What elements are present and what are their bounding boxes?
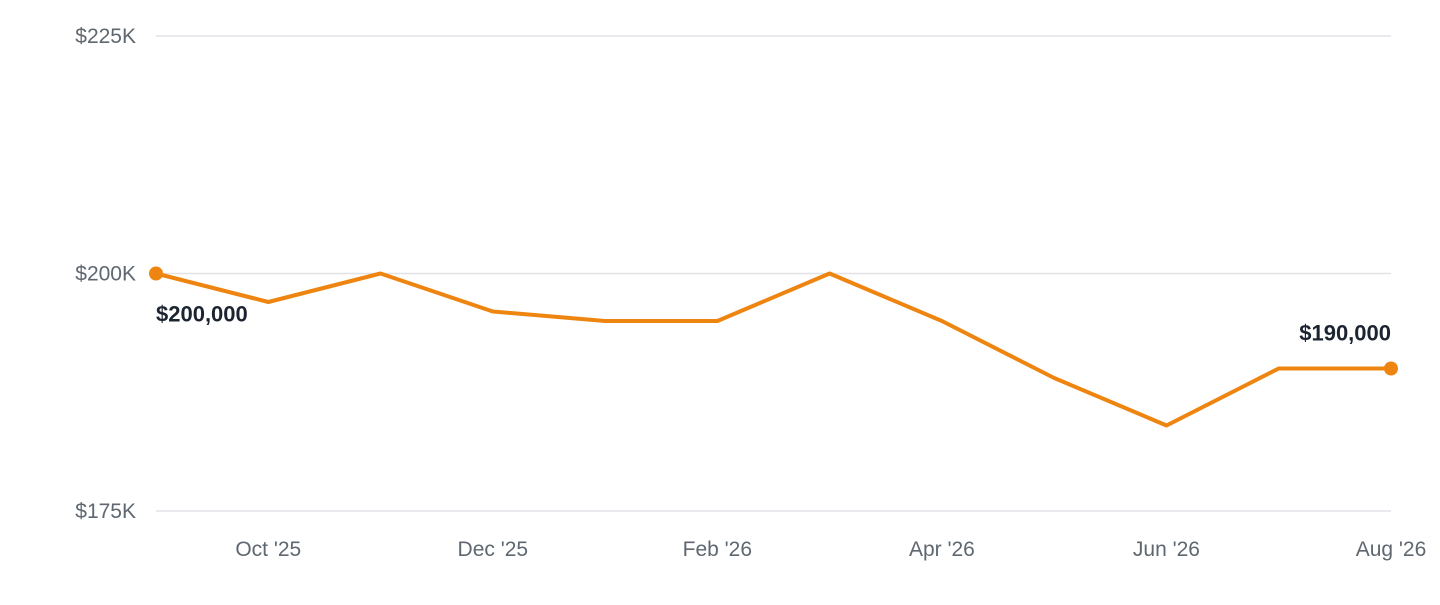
- data-label-0: $200,000: [156, 302, 248, 327]
- series: [154, 271, 1393, 428]
- endpoint-marker-0: [149, 266, 163, 281]
- x-tick-label: Feb '26: [683, 538, 752, 561]
- x-tick-label: Oct '25: [235, 538, 301, 561]
- endpoint-marker-1: [1384, 361, 1398, 376]
- y-tick-label: $225K: [75, 25, 136, 48]
- series-line-0: [154, 271, 1393, 428]
- y-tick-label: $200K: [75, 263, 136, 286]
- x-tick-label: Jun '26: [1133, 538, 1200, 561]
- x-tick-label: Aug '26: [1356, 538, 1427, 561]
- y-axis: $175K $200K $225K: [75, 25, 136, 523]
- data-label-1: $190,000: [1299, 321, 1391, 346]
- x-tick-label: Apr '26: [909, 538, 975, 561]
- annotations: $200,000 $190,000: [149, 266, 1398, 376]
- y-tick-label: $175K: [75, 500, 136, 523]
- gridlines: [156, 35, 1391, 512]
- x-axis: Oct '25 Dec '25 Feb '26 Apr '26 Jun '26 Aug '…: [235, 538, 1426, 561]
- x-tick-label: Dec '25: [458, 538, 529, 561]
